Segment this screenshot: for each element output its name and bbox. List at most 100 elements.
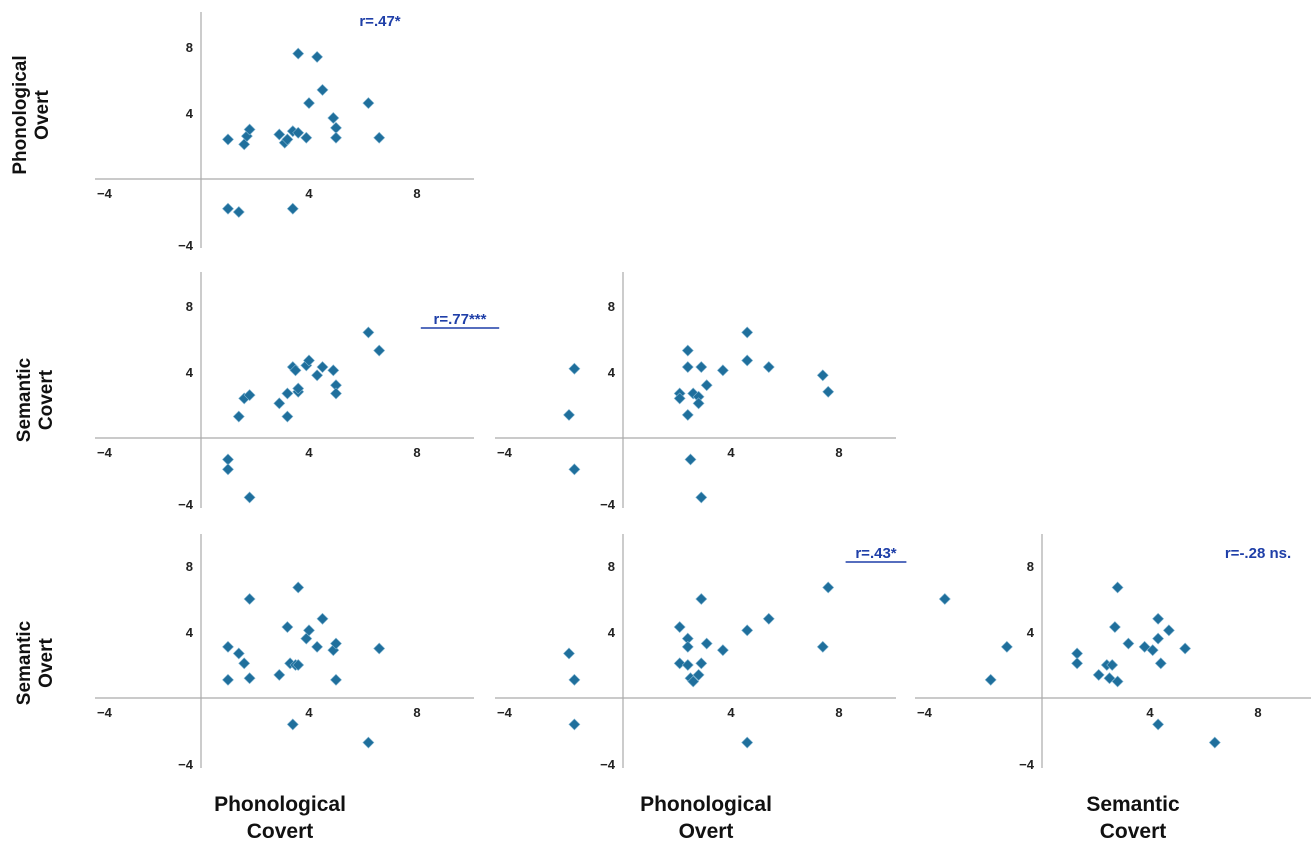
data-point <box>243 593 256 605</box>
x-tick-label: 8 <box>1254 705 1261 720</box>
x-tick-label: −4 <box>917 705 933 720</box>
data-point <box>327 364 340 377</box>
data-point <box>700 379 713 392</box>
y-tick-label: 8 <box>1027 559 1034 574</box>
data-point <box>1162 624 1175 637</box>
data-point <box>232 206 245 218</box>
data-point <box>311 640 324 653</box>
data-point <box>741 326 754 339</box>
data-point <box>692 668 705 681</box>
row-label-2-line2: Covert <box>36 369 57 430</box>
data-point <box>1111 581 1124 594</box>
x-tick-label: −4 <box>497 445 513 460</box>
data-point <box>289 364 302 377</box>
data-point <box>330 387 342 400</box>
data-point <box>222 463 234 476</box>
data-point <box>330 121 342 134</box>
data-point <box>286 718 299 731</box>
data-point <box>1092 668 1105 681</box>
data-point <box>303 624 315 637</box>
y-tick-label: 4 <box>186 625 194 640</box>
x-tick-label: 4 <box>727 705 735 720</box>
correlation-label: r=.47* <box>359 13 400 30</box>
y-tick-label: −4 <box>600 757 616 772</box>
data-point <box>330 131 342 144</box>
y-tick-label: 8 <box>608 559 615 574</box>
col-label-1-line1: Phonological <box>214 793 346 816</box>
data-point <box>938 593 951 605</box>
data-point <box>568 673 581 686</box>
data-point <box>316 83 329 96</box>
scatter-panel-6: −4 4 8 −4 4 8 r=-.28 ns. <box>915 534 1311 772</box>
x-tick-label: −4 <box>97 705 113 720</box>
col-label-3-line2: Covert <box>1100 820 1167 843</box>
data-point <box>695 491 708 504</box>
data-point <box>741 736 754 749</box>
data-point <box>327 112 340 124</box>
data-point <box>984 673 997 686</box>
data-point <box>373 344 386 357</box>
data-point <box>822 385 835 398</box>
y-tick-label: 8 <box>186 559 193 574</box>
data-point <box>243 672 256 685</box>
data-point <box>681 361 694 373</box>
data-point <box>673 621 686 633</box>
y-tick-label: −4 <box>178 497 194 512</box>
row-label-1-line1: Phonological <box>10 55 31 174</box>
data-point <box>222 133 234 146</box>
x-tick-label: −4 <box>97 186 113 201</box>
data-point <box>1154 657 1167 670</box>
x-tick-label: 8 <box>835 705 842 720</box>
row-label-2-line1: Semantic <box>14 357 35 442</box>
correlation-label: r=-.28 ns. <box>1225 545 1291 562</box>
data-point <box>1108 621 1121 633</box>
data-point <box>330 673 342 686</box>
data-point <box>568 463 581 476</box>
y-tick-label: −4 <box>600 497 616 512</box>
data-point <box>292 581 305 594</box>
data-point <box>311 50 324 63</box>
data-point <box>816 369 829 382</box>
data-point <box>300 131 313 144</box>
data-point <box>303 97 315 110</box>
data-point <box>316 361 329 373</box>
data-point <box>700 637 713 650</box>
data-point <box>1122 637 1135 650</box>
x-tick-label: 4 <box>1146 705 1154 720</box>
data-point <box>330 637 342 650</box>
scatter-panel-4: −4 4 8 −4 4 8 <box>95 534 474 772</box>
data-point <box>1000 640 1013 653</box>
data-point <box>292 659 305 671</box>
data-point <box>673 392 686 405</box>
data-point <box>243 123 256 136</box>
data-point <box>373 131 386 144</box>
row-label-1-line2: Overt <box>32 90 53 140</box>
data-point <box>568 362 581 375</box>
data-point <box>1071 657 1084 670</box>
data-point <box>273 397 286 410</box>
correlation-label: r=.43* <box>855 545 896 562</box>
data-point <box>1179 642 1192 655</box>
y-tick-label: 4 <box>186 365 194 380</box>
data-point <box>222 453 234 466</box>
data-point <box>816 640 829 653</box>
data-point <box>243 389 256 402</box>
data-point <box>687 675 700 688</box>
data-point <box>563 647 575 660</box>
data-point <box>316 612 329 625</box>
data-point <box>281 621 294 633</box>
x-tick-label: 4 <box>305 186 313 201</box>
data-point <box>243 491 256 504</box>
data-point <box>716 364 729 377</box>
data-point <box>681 344 694 357</box>
data-point <box>292 47 305 60</box>
data-point <box>692 397 705 410</box>
row-label-3-line1: Semantic <box>14 620 35 705</box>
data-point <box>281 387 294 400</box>
data-point <box>273 128 286 141</box>
data-point <box>568 718 581 731</box>
data-point <box>286 202 299 215</box>
y-tick-label: 8 <box>186 40 193 55</box>
